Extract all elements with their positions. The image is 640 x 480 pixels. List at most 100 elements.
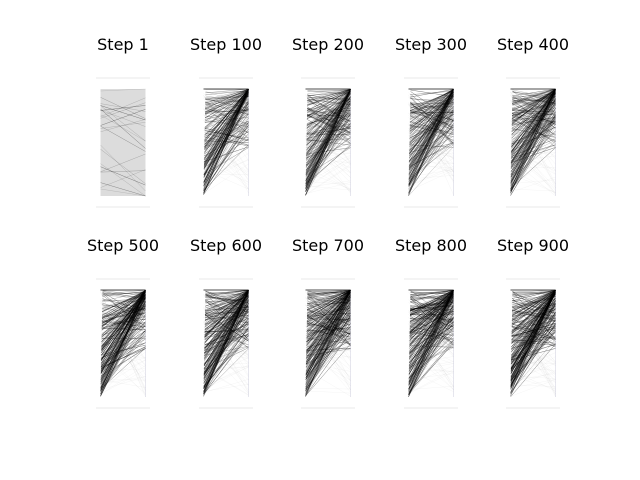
panel-title: Step 900 <box>497 236 569 255</box>
connection-line <box>204 129 249 133</box>
faint-connection-line <box>100 348 146 360</box>
connection-line <box>306 139 351 146</box>
faint-connection-line <box>203 109 249 134</box>
faint-connection-line <box>203 141 249 174</box>
connection-line <box>307 97 351 100</box>
connection-line <box>204 289 249 330</box>
faint-connection-line <box>305 99 351 141</box>
faint-connection-line <box>408 321 454 348</box>
connection-line <box>408 105 454 163</box>
connection-line <box>100 163 146 197</box>
connection-line <box>408 99 454 167</box>
connection-line <box>205 91 249 93</box>
connection-line <box>409 294 454 316</box>
connection-line <box>410 293 454 302</box>
faint-connection-line <box>408 112 454 178</box>
connection-line <box>307 106 351 142</box>
panel-step-900: Step 900 <box>497 236 569 409</box>
connection-line <box>409 91 454 135</box>
connection-line <box>306 88 351 127</box>
connection-line <box>306 128 351 149</box>
connection-line <box>511 113 556 135</box>
panel-title: Step 1 <box>97 35 149 54</box>
connection-line <box>409 292 454 339</box>
connection-line <box>100 105 146 142</box>
faint-connection-line <box>305 153 351 159</box>
connection-line <box>410 102 454 145</box>
faint-connection-line <box>100 355 146 394</box>
connection-line <box>510 297 556 361</box>
connection-line <box>408 291 454 395</box>
connection-line <box>204 346 249 364</box>
connection-line <box>409 291 454 323</box>
connection-line <box>306 289 351 310</box>
faint-connection-line <box>510 343 556 391</box>
connection-line <box>409 289 454 326</box>
connection-line <box>408 308 454 363</box>
faint-connection-line <box>203 95 249 156</box>
connection-line <box>511 88 556 135</box>
faint-connection-line <box>203 366 249 390</box>
connection-line <box>511 88 556 132</box>
connection-line <box>511 140 556 162</box>
panel-step-400: Step 400 <box>497 35 569 208</box>
connection-line <box>408 289 454 371</box>
connection-line <box>101 291 146 322</box>
faint-connection-line <box>408 175 454 180</box>
connection-line <box>306 292 351 338</box>
connection-line <box>204 110 249 123</box>
connection-line <box>510 120 556 193</box>
connection-line <box>100 109 146 127</box>
faint-connection-line <box>203 346 249 355</box>
connection-line <box>512 95 556 126</box>
faint-connection-line <box>510 148 556 175</box>
connection-line <box>101 290 146 328</box>
faint-connection-line <box>203 127 249 136</box>
connection-line <box>203 133 249 183</box>
connection-line <box>204 90 249 141</box>
connection-line <box>100 333 146 372</box>
connection-line <box>203 138 249 168</box>
connection-line <box>305 89 351 192</box>
faint-connection-line <box>510 375 556 379</box>
faint-connection-line <box>408 148 454 158</box>
connection-line <box>306 107 351 144</box>
connection-line <box>204 91 249 115</box>
faint-connection-line <box>100 290 146 397</box>
connection-line <box>306 297 351 344</box>
connection-line <box>305 104 351 193</box>
faint-connection-line <box>100 292 146 391</box>
connection-line <box>512 290 556 297</box>
connection-line <box>408 97 454 159</box>
connection-line <box>306 294 351 339</box>
connection-line <box>306 338 351 348</box>
connection-line <box>306 289 351 310</box>
connection-line <box>306 290 351 341</box>
connection-line <box>203 92 249 183</box>
faint-connection-line <box>408 340 454 391</box>
connection-line <box>100 188 146 197</box>
faint-connection-line <box>100 307 146 367</box>
connection-line <box>408 317 454 364</box>
faint-connection-line <box>510 379 556 389</box>
connection-line <box>409 113 454 151</box>
connection-line <box>100 298 146 364</box>
faint-connection-line <box>100 332 146 378</box>
connection-line <box>306 321 351 332</box>
connection-line <box>204 297 249 335</box>
connection-line <box>305 314 351 391</box>
connection-line <box>100 88 146 92</box>
connection-line <box>204 89 249 136</box>
connection-line <box>306 313 351 359</box>
faint-connection-line <box>203 96 249 147</box>
connection-line <box>305 88 351 172</box>
connection-line <box>306 88 351 129</box>
faint-connection-line <box>305 338 351 393</box>
faint-connection-line <box>203 109 249 194</box>
faint-connection-line <box>305 292 351 337</box>
faint-connection-line <box>408 102 454 181</box>
faint-connection-line <box>203 105 249 134</box>
connection-line <box>409 325 454 354</box>
faint-connection-line <box>305 138 351 173</box>
connection-line <box>100 170 146 173</box>
